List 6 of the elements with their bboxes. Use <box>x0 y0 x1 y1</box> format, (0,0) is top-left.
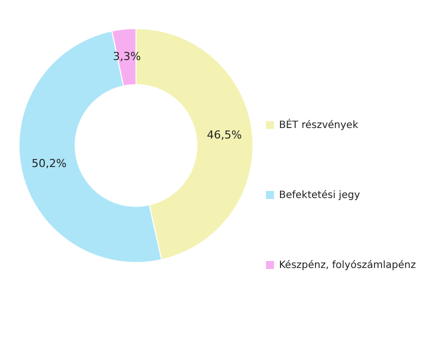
legend-label: Készpénz, folyószámlapénz <box>279 260 416 270</box>
data-label: 46,5% <box>206 128 242 142</box>
data-label: 50,2% <box>32 157 67 170</box>
legend-label: BÉT részvények <box>279 120 358 130</box>
legend-label: Befektetési jegy <box>279 190 360 200</box>
data-label: 3,3% <box>112 50 141 63</box>
